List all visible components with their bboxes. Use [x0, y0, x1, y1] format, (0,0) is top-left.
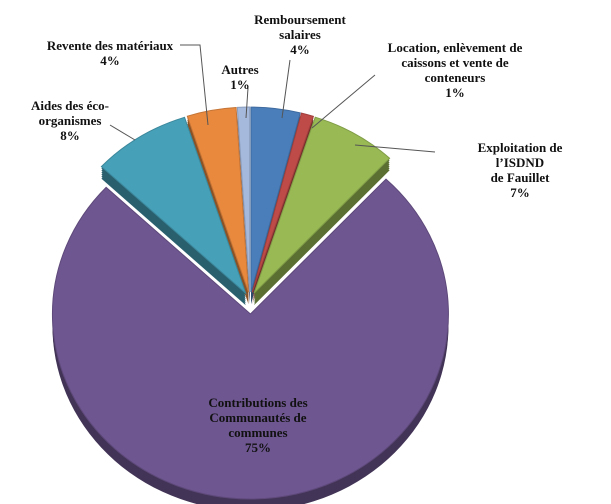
slice — [100, 116, 247, 295]
slice-label: Remboursement salaires 4% — [254, 12, 346, 57]
leader-line — [311, 74, 376, 129]
category-name: Location, enlèvement de caissons et vent… — [387, 40, 523, 85]
category-name: Remboursement salaires — [254, 12, 346, 42]
slice-label: Location, enlèvement de caissons et vent… — [388, 40, 523, 100]
slice-label: Contributions des Communautés de commune… — [208, 395, 307, 455]
value-label: 4% — [290, 42, 310, 57]
slice — [253, 116, 391, 294]
value-label: 1% — [445, 85, 465, 100]
slice-label: Exploitation de l’ISDND de Fauillet 7% — [475, 140, 566, 200]
category-name: Revente des matériaux — [46, 38, 174, 53]
slice — [236, 106, 251, 293]
value-label: 1% — [230, 77, 250, 92]
slice — [51, 178, 449, 500]
leader-line — [245, 87, 249, 119]
leader-line — [109, 124, 136, 141]
category-name: Contributions des Communautés de commune… — [208, 395, 308, 440]
leader-line — [281, 59, 291, 119]
category-name: Autres — [221, 62, 259, 77]
category-name: Aides des éco- organismes — [31, 98, 109, 128]
slice-label: Autres 1% — [221, 62, 258, 92]
value-label: 75% — [244, 440, 271, 455]
leader-line — [354, 144, 436, 153]
slice — [251, 112, 315, 293]
leader-line — [180, 44, 209, 126]
value-label: 8% — [60, 128, 80, 143]
leader-lines — [109, 44, 436, 153]
slice-label: Revente des matériaux 4% — [47, 38, 173, 68]
value-label: 7% — [510, 185, 530, 200]
category-name: Exploitation de l’ISDND de Fauillet — [477, 140, 563, 185]
slice — [186, 106, 249, 293]
slice-label: Aides des éco- organismes 8% — [31, 98, 109, 143]
value-label: 4% — [100, 53, 120, 68]
slices — [51, 106, 449, 504]
slice — [250, 106, 301, 293]
